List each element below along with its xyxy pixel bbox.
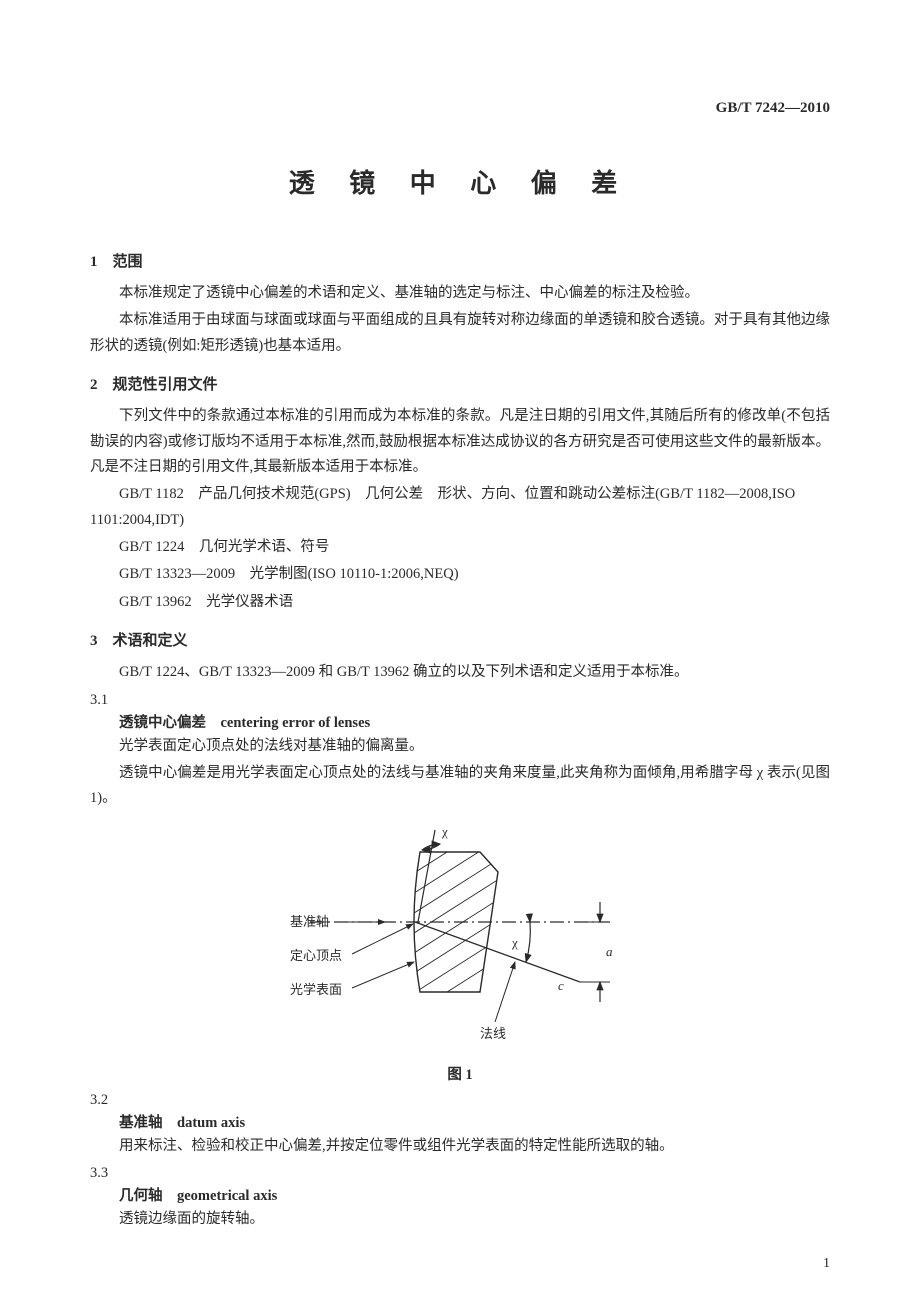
figure-1: χ χ a c 基准轴 定心顶点 光学表面 法线	[90, 822, 830, 1057]
term-3-1-term: 透镜中心偏差 centering error of lenses	[90, 711, 830, 732]
document-page: GB/T 7242—2010 透 镜 中 心 偏 差 1 范围 本标准规定了透镜…	[0, 0, 920, 1302]
reference-3: GB/T 13323—2009 光学制图(ISO 10110-1:2006,NE…	[90, 562, 830, 587]
reference-2: GB/T 1224 几何光学术语、符号	[90, 535, 830, 560]
term-3-1-def2: 透镜中心偏差是用光学表面定心顶点处的法线与基准轴的夹角来度量,此夹角称为面倾角,…	[90, 761, 830, 812]
reference-4: GB/T 13962 光学仪器术语	[90, 590, 830, 615]
c-label: c	[558, 978, 564, 993]
term-3-1-def1: 光学表面定心顶点处的法线对基准轴的偏离量。	[90, 734, 830, 759]
section-1-para-1: 本标准规定了透镜中心偏差的术语和定义、基准轴的选定与标注、中心偏差的标注及检验。	[90, 281, 830, 306]
page-number: 1	[823, 1256, 830, 1272]
section-1-head: 1 范围	[90, 250, 830, 271]
normal-label: 法线	[480, 1026, 506, 1041]
section-3-intro: GB/T 1224、GB/T 13323—2009 和 GB/T 13962 确…	[90, 660, 830, 685]
reference-1: GB/T 1182 产品几何技术规范(GPS) 几何公差 形状、方向、位置和跳动…	[90, 482, 830, 533]
center-vertex-label: 定心顶点	[290, 948, 342, 963]
chi-top-label: χ	[441, 824, 448, 839]
section-2-para-1: 下列文件中的条款通过本标准的引用而成为本标准的条款。凡是注日期的引用文件,其随后…	[90, 404, 830, 480]
term-3-2-num: 3.2	[90, 1092, 830, 1109]
a-label: a	[606, 944, 613, 959]
term-3-2-def: 用来标注、检验和校正中心偏差,并按定位零件或组件光学表面的特定性能所选取的轴。	[90, 1134, 830, 1159]
term-3-1-num: 3.1	[90, 692, 830, 709]
section-2-head: 2 规范性引用文件	[90, 373, 830, 394]
standard-code: GB/T 7242—2010	[90, 100, 830, 117]
figure-1-diagram: χ χ a c 基准轴 定心顶点 光学表面 法线	[280, 822, 640, 1052]
datum-axis-label: 基准轴	[290, 914, 329, 929]
section-3-head: 3 术语和定义	[90, 629, 830, 650]
section-1-para-2: 本标准适用于由球面与球面或球面与平面组成的且具有旋转对称边缘面的单透镜和胶合透镜…	[90, 308, 830, 359]
term-3-3-def: 透镜边缘面的旋转轴。	[90, 1207, 830, 1232]
optical-surface-label: 光学表面	[290, 982, 342, 997]
document-title: 透 镜 中 心 偏 差	[90, 163, 830, 200]
figure-1-caption: 图 1	[90, 1063, 830, 1084]
term-3-2-term: 基准轴 datum axis	[90, 1111, 830, 1132]
chi-right-label: χ	[511, 935, 518, 950]
term-3-3-num: 3.3	[90, 1165, 830, 1182]
term-3-3-term: 几何轴 geometrical axis	[90, 1184, 830, 1205]
